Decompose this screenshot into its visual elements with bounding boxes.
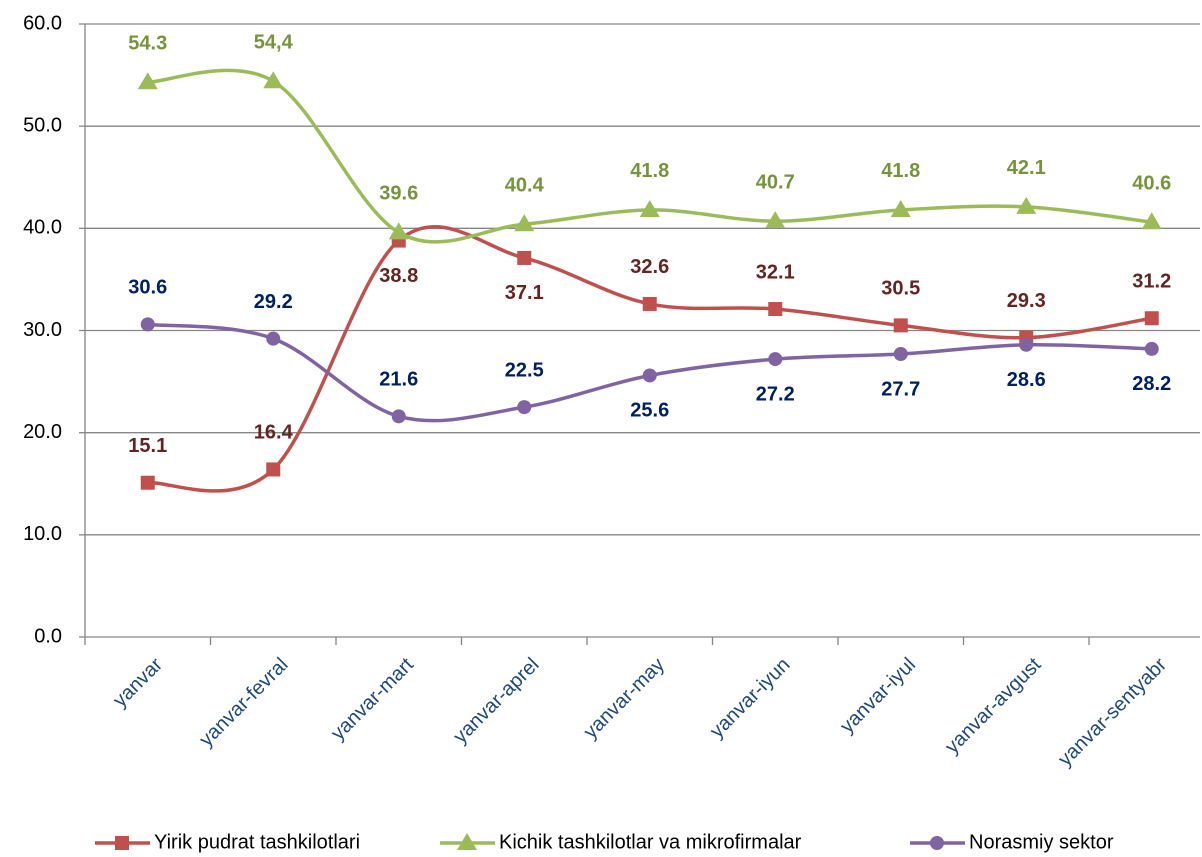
data-point [266,462,281,477]
x-tick-label: yanvar-sentyabr [1054,653,1171,770]
x-tick-label: yanvar-avgust [941,653,1046,758]
x-tick-label: yanvar-iyul [836,654,920,738]
legend-label: Norasmiy sektor [969,831,1114,853]
data-label: 15.1 [128,435,167,457]
legend-label: Yirik pudrat tashkilotlari [154,831,360,853]
data-point [140,317,155,332]
data-label: 41.8 [881,160,920,182]
data-label: 40.4 [505,175,545,197]
data-point [140,475,155,490]
data-label: 30.6 [128,277,167,299]
y-tick-label: 10.0 [23,523,62,545]
x-tick-label: yanvar-aprel [449,654,543,748]
data-point [266,331,281,346]
data-label: 39.6 [379,183,418,205]
legend-marker [457,833,477,850]
x-tick-label: yanvar-mart [327,653,418,744]
legend-marker [930,836,944,850]
series-line [147,225,1153,493]
data-label: 40.7 [756,171,795,193]
data-point [1144,341,1159,356]
data-label: 27.7 [881,378,920,400]
data-point [263,71,284,89]
data-point [642,296,657,311]
data-label: 27.2 [756,383,795,405]
data-label: 16.4 [254,422,294,444]
data-point [768,352,783,367]
data-point [765,211,786,229]
y-tick-label: 50.0 [23,114,62,136]
data-label: 54,4 [254,31,294,53]
data-point [642,368,657,383]
data-point [517,250,532,265]
data-label: 54.3 [128,33,167,55]
data-label: 29.2 [254,291,293,313]
data-point [1144,311,1159,326]
data-label: 21.6 [379,369,418,391]
data-label: 28.2 [1132,373,1171,395]
y-tick-label: 40.0 [23,217,62,239]
data-point [388,222,409,240]
data-label: 37.1 [505,282,544,304]
legend-marker [115,836,129,850]
x-tick-label: yanvar [109,653,167,711]
legend-label: Kichik tashkilotlar va mikrofirmalar [499,831,802,853]
x-tick-label: yanvar-fevral [195,654,292,751]
data-label: 38.8 [379,265,418,287]
data-label: 42.1 [1007,157,1046,179]
data-point [890,199,911,217]
data-label: 25.6 [630,400,669,422]
data-label: 29.3 [1007,290,1046,312]
x-tick-label: yanvar-iyun [706,654,795,743]
data-label: 31.2 [1132,271,1171,293]
data-label: 41.8 [630,160,669,182]
data-point [1019,337,1034,352]
data-point [517,400,532,415]
y-tick-label: 20.0 [23,421,62,443]
data-point [1141,212,1162,230]
data-point [893,318,908,333]
data-point [137,72,158,90]
data-label: 32.6 [630,256,669,278]
data-label: 30.5 [881,278,920,300]
x-tick-label: yanvar-may [580,654,669,743]
data-point [391,409,406,424]
data-label: 32.1 [756,261,795,283]
data-point [768,302,783,317]
data-point [514,214,535,232]
data-label: 28.6 [1007,369,1046,391]
data-label: 40.6 [1132,172,1171,194]
data-label: 22.5 [505,359,544,381]
data-point [639,199,660,217]
data-point [1016,196,1037,214]
data-point [893,346,908,361]
y-tick-label: 0.0 [34,625,62,647]
y-tick-label: 30.0 [23,319,62,341]
y-tick-label: 60.0 [23,12,62,34]
